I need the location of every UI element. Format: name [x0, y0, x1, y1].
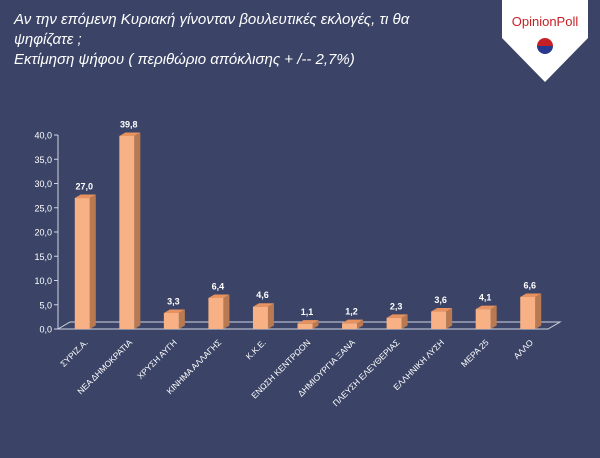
data-label: 1,1 — [301, 307, 314, 317]
data-label: 39,8 — [120, 119, 138, 129]
data-label: 27,0 — [76, 182, 94, 192]
bar-side — [446, 308, 453, 329]
y-tick-label: 35,0 — [34, 155, 52, 165]
bar-side — [312, 320, 319, 329]
bar-top — [74, 194, 96, 199]
bar-side — [401, 314, 408, 329]
bar-front — [342, 323, 358, 329]
logo-emblem-icon — [537, 38, 553, 54]
x-tick-label: ΧΡΥΣΗ ΑΥΓΗ — [135, 337, 179, 381]
data-label: 1,2 — [345, 307, 358, 317]
y-tick-label: 15,0 — [34, 252, 52, 262]
bar-front — [431, 311, 447, 329]
bar-front — [386, 317, 402, 329]
bar-top — [208, 294, 230, 298]
bar-front — [297, 323, 313, 329]
chart-axes: 0,0 5,0 10,0 15,0 20,0 25,0 30,0 35,0 40,0 — [34, 131, 562, 335]
y-tick-label: 25,0 — [34, 203, 52, 213]
chart-floor — [56, 321, 562, 330]
bar-side — [267, 303, 274, 329]
bar-side — [134, 132, 141, 329]
data-label: 3,6 — [434, 295, 447, 305]
bar-front — [520, 296, 536, 329]
logo-text: OpinionPoll — [512, 14, 579, 29]
bar-front — [208, 297, 224, 329]
x-tick-label: ΣΥΡΙΖ.Α. — [58, 337, 89, 368]
bar-top — [386, 314, 408, 318]
bar — [520, 293, 542, 329]
bar-top — [342, 319, 364, 324]
bar-front — [74, 198, 90, 329]
chart-title: Αν την επόμενη Κυριακή γίνονταν βουλευτι… — [14, 10, 434, 70]
bar — [252, 303, 274, 329]
y-tick-label: 40,0 — [34, 131, 52, 141]
bar-front — [252, 306, 268, 329]
data-label: 6,4 — [212, 281, 225, 291]
data-label: 6,6 — [523, 280, 536, 290]
x-tick-label: ΑΛΛΟ — [511, 337, 535, 361]
bar-side — [223, 294, 230, 329]
bar — [297, 320, 319, 329]
bar — [163, 309, 185, 329]
bar — [208, 294, 230, 329]
x-tick-label: ΜΕΡΑ 25 — [459, 337, 491, 369]
opinionpoll-logo: OpinionPoll — [502, 0, 588, 82]
bar — [475, 305, 497, 329]
x-tick-label: Κ.Κ.Ε. — [244, 337, 268, 361]
y-tick-label: 30,0 — [34, 179, 52, 189]
bar-top — [520, 293, 542, 297]
bar-side — [89, 194, 96, 329]
data-label: 4,6 — [256, 290, 269, 300]
y-tick-label: 10,0 — [34, 276, 52, 286]
bar-top — [119, 132, 141, 136]
y-tick-label: 0,0 — [39, 325, 52, 335]
y-tick-label: 20,0 — [34, 228, 52, 238]
title-line-3: Εκτίμηση ψήφου ( περιθώριο απόκλισης + /… — [14, 51, 355, 68]
bar-top — [252, 303, 274, 307]
bar — [119, 132, 141, 329]
bar-side — [178, 309, 185, 329]
title-line-1: Αν την επόμενη Κυριακή γίνονταν βουλευτι… — [14, 11, 410, 28]
bar-top — [297, 320, 319, 324]
bar — [386, 314, 408, 329]
y-tick-label: 5,0 — [39, 300, 52, 310]
bar — [342, 319, 364, 329]
bar-side — [490, 305, 497, 329]
bar-side — [357, 319, 364, 329]
chart-bars — [74, 132, 542, 329]
data-label: 2,3 — [390, 301, 403, 311]
bar-front — [475, 309, 491, 329]
data-label: 3,3 — [167, 296, 180, 306]
bar-front — [119, 135, 135, 329]
bar — [74, 194, 96, 329]
bar — [431, 308, 453, 329]
bar-top — [475, 305, 497, 310]
title-line-2: ψηφίζατε ; — [14, 31, 82, 48]
bar-top — [163, 309, 185, 313]
bar-side — [535, 293, 542, 329]
data-label: 4,1 — [479, 293, 492, 303]
bar-front — [163, 312, 179, 329]
bar-top — [431, 308, 453, 312]
